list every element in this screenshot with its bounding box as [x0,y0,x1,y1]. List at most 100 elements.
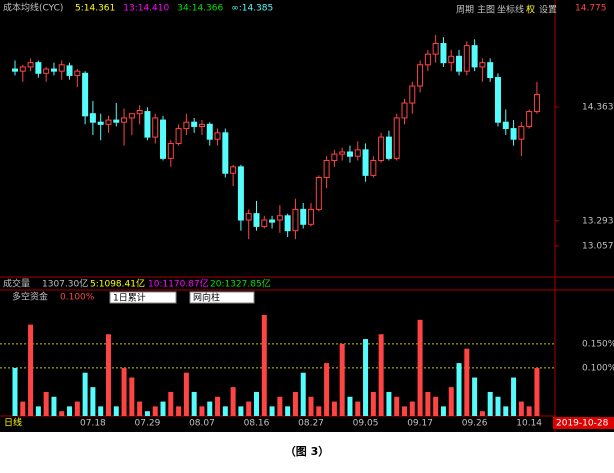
bar [176,406,182,416]
candle-body [354,149,361,157]
bar [207,401,213,416]
candle-body [471,45,478,68]
candle-body [167,142,174,159]
toolbar-item[interactable]: 主图 [477,4,495,16]
x-tick-label: 10.14 [516,419,542,429]
toolbar-item[interactable]: 坐标线 [497,4,524,16]
candle-body [300,208,307,225]
candle-body [66,65,73,76]
bar [168,391,174,416]
candle-body [456,55,463,72]
bar [238,406,244,416]
dropdown-text[interactable]: 网向柱 [193,292,220,304]
bar [448,387,454,416]
bar [20,401,26,416]
candle-body [105,119,112,125]
bar [300,372,306,416]
candle-body [175,128,182,144]
candle-body [261,219,268,227]
bar [215,396,221,416]
bar [402,406,407,416]
bar [51,396,57,416]
candle-body [35,62,42,74]
bar [347,396,353,416]
panel-bg [0,0,614,432]
candle-body [526,111,533,127]
bar [261,315,267,416]
bar [277,396,283,416]
volume-ma: 10:1170.87亿 [148,278,209,290]
period: 日线 [4,417,22,429]
candle-body [440,43,447,64]
x-tick-label: 08.07 [189,419,215,429]
bar [246,401,252,416]
x-tick-label: 09.26 [462,419,488,429]
volume-ma: 20:1327.85亿 [210,278,271,290]
bar [129,377,135,416]
bar [285,406,291,416]
date-tag [553,417,614,429]
volume-total: 1307.30亿 [42,278,88,290]
bar [98,406,104,416]
candle-body [43,68,50,74]
toolbar-item[interactable]: 设置 [539,5,557,16]
bar [417,319,423,416]
bar [137,401,143,416]
x-tick-label: 09.05 [353,419,379,429]
candle-body [448,55,455,64]
candle-body [191,121,198,127]
candle-body [160,119,167,159]
bar [425,391,431,416]
toolbar-item[interactable]: 周期 [456,5,474,16]
bar [433,396,439,416]
bar [487,391,493,416]
candle-body [393,117,400,159]
candle-body [27,62,34,68]
bar [440,406,446,416]
bar [472,377,478,416]
candle-body [128,113,135,119]
bar [355,401,361,416]
bar [152,406,158,416]
y-tick-label: 13.057 [582,241,614,251]
x-tick-label: 08.16 [244,419,270,429]
dropdown-text[interactable]: 1日累计 [113,292,146,304]
candle-body [315,176,322,210]
bar [456,363,462,416]
bar [518,401,524,416]
dropdown[interactable] [189,291,255,304]
bar [199,406,205,416]
candle-body [152,117,159,138]
bar [370,391,376,416]
candle-body [206,123,213,140]
candle-body [89,113,96,123]
bar [113,406,119,416]
bar [324,363,330,416]
candle-body [346,151,353,157]
bar [191,391,197,416]
legend-entry: 5:14.361 [75,4,115,14]
candle-body [331,153,338,161]
bar [82,372,88,416]
bar [526,406,532,416]
bar [230,387,236,416]
candle-body [417,64,424,87]
bar [74,401,80,416]
candle-body [113,119,120,123]
candle-body [183,121,190,130]
candle-body [82,72,89,117]
bar [35,406,41,416]
y-tick-label: 0.100% [582,363,614,373]
dropdown[interactable] [109,291,177,304]
panel-title: 多空资金 [12,291,48,303]
bar [464,348,470,416]
toolbar-item[interactable]: 权 [526,4,535,16]
bar [394,396,400,416]
bar [495,396,501,416]
candle-body [502,121,509,130]
candle-body [339,151,346,155]
candle-body [284,215,291,232]
candle-body [510,128,517,140]
